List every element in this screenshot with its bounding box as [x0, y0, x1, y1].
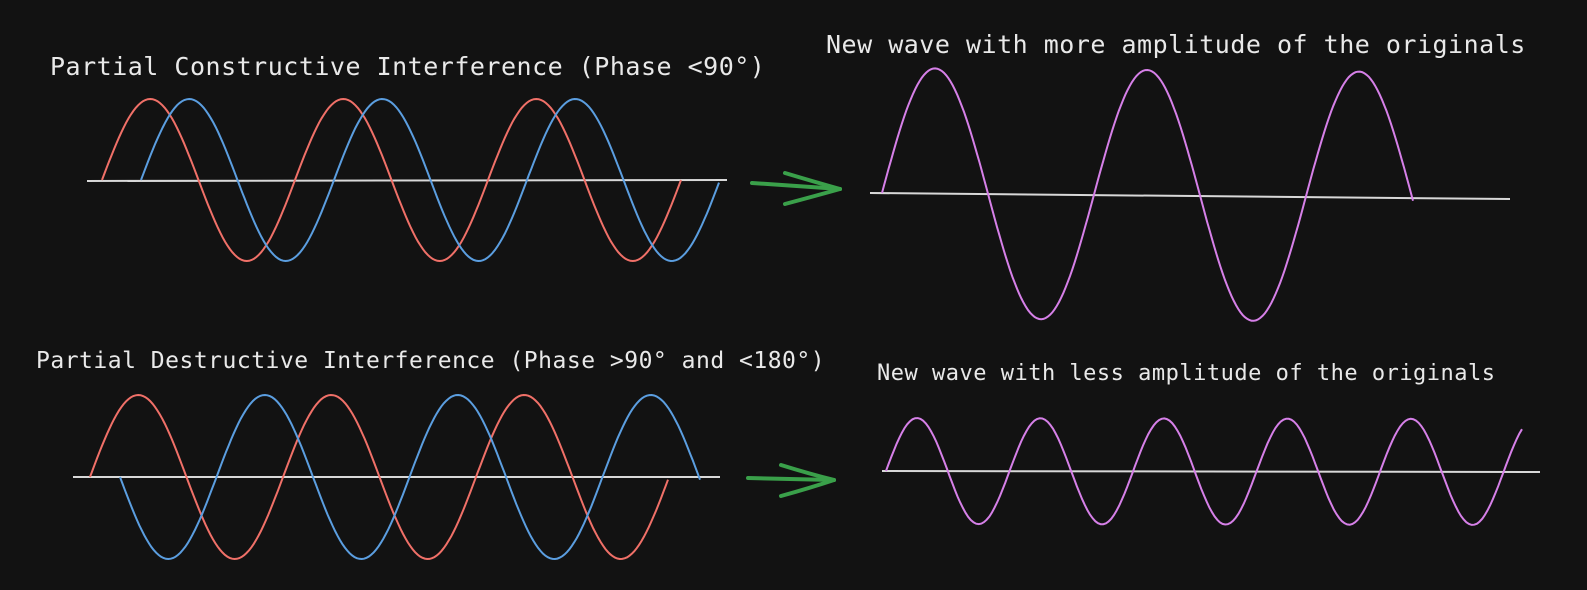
axis-line: [86, 179, 728, 182]
partial-constructive-title: Partial Constructive Interference (Phase…: [50, 52, 766, 81]
purple-wave: [881, 67, 1414, 322]
red-wave: [89, 393, 669, 561]
new-wave-more-amplitude-caption: New wave with more amplitude of the orig…: [826, 30, 1526, 59]
axis-line: [869, 192, 1511, 200]
purple-wave: [885, 417, 1523, 526]
axis-line: [881, 470, 1541, 473]
constructive-input-waves: [86, 97, 728, 263]
blue-wave: [119, 393, 701, 561]
new-wave-less-amplitude-caption: New wave with less amplitude of the orig…: [877, 361, 1496, 386]
resultant-wave-more-amplitude: [869, 67, 1511, 322]
partial-destructive-title: Partial Destructive Interference (Phase …: [36, 348, 826, 374]
blue-wave: [140, 97, 720, 263]
right-arrow-icon: [746, 463, 836, 498]
right-arrow-icon: [750, 171, 842, 206]
resultant-wave-less-amplitude: [881, 417, 1541, 526]
destructive-input-waves: [73, 393, 720, 561]
red-wave: [101, 97, 682, 263]
